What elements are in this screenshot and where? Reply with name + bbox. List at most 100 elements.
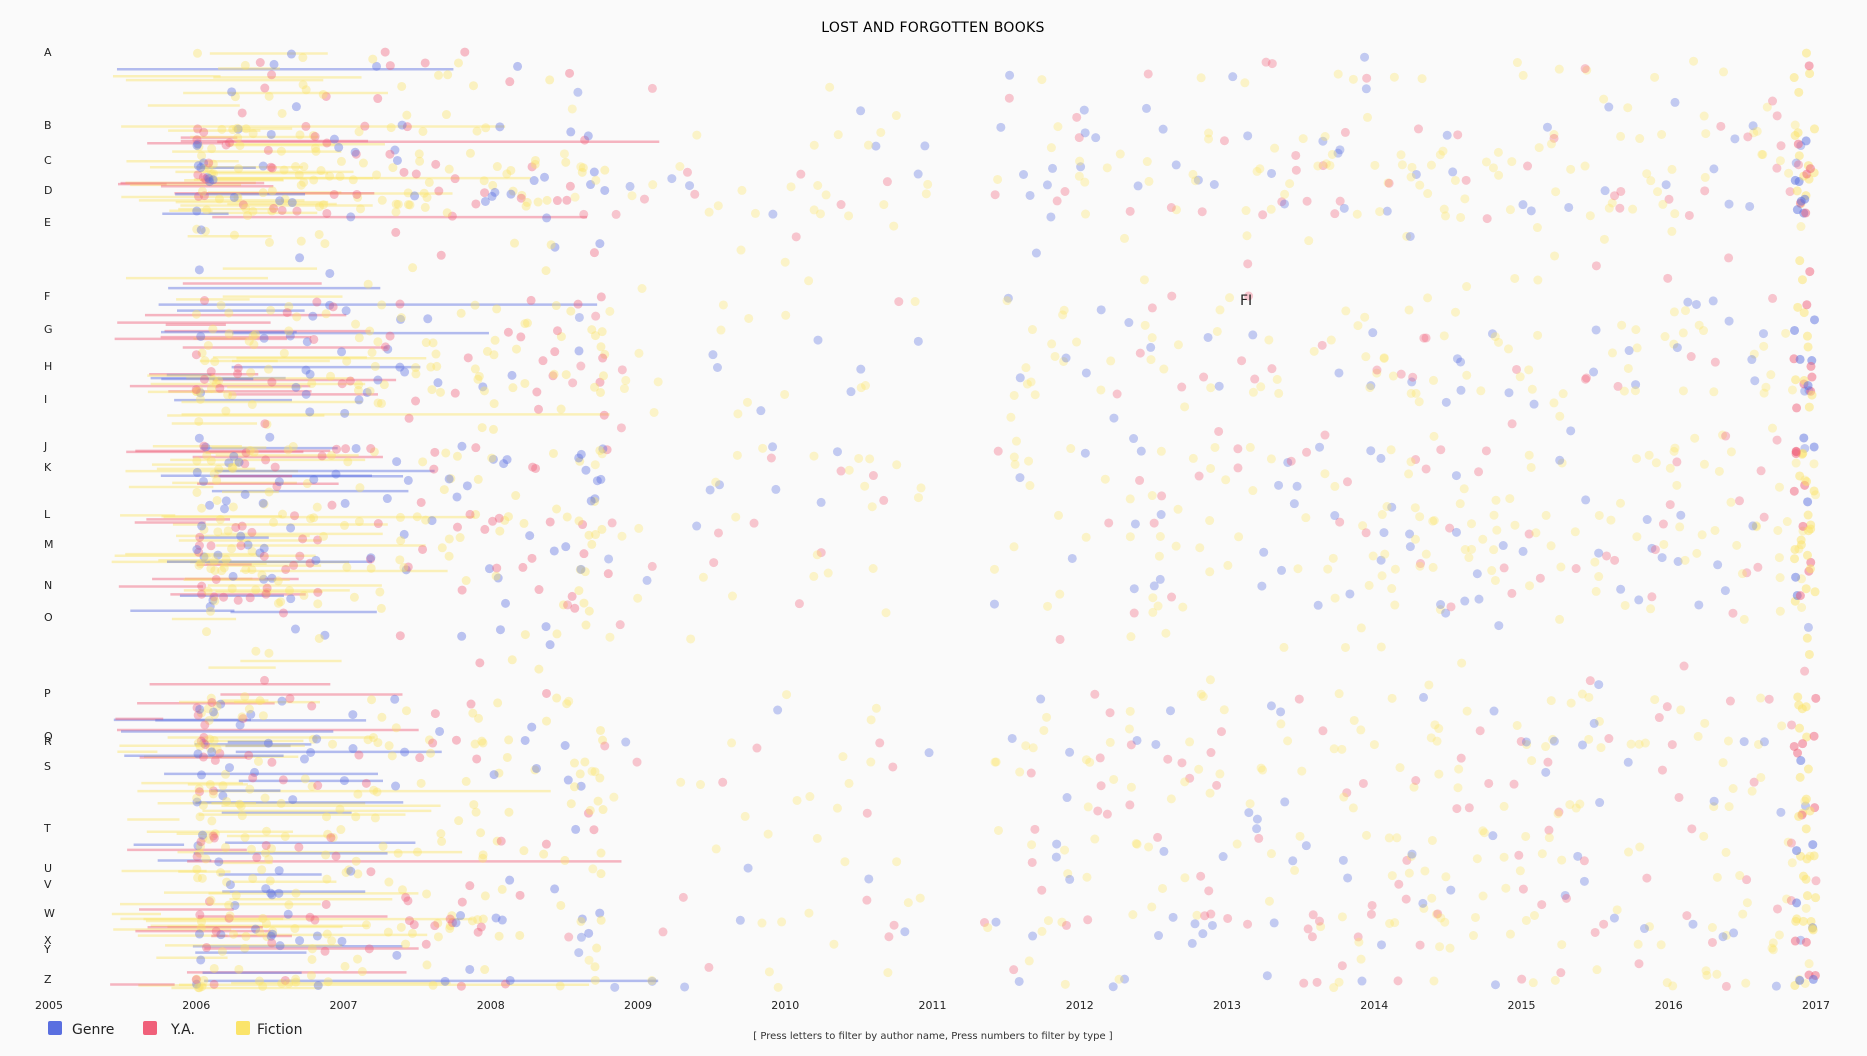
book-point[interactable]	[385, 61, 395, 71]
book-point[interactable]	[478, 382, 488, 392]
book-point[interactable]	[348, 710, 358, 720]
book-point[interactable]	[610, 982, 620, 992]
book-point[interactable]	[989, 564, 999, 574]
book-point[interactable]	[354, 750, 364, 760]
book-point[interactable]	[346, 212, 356, 222]
book-point[interactable]	[199, 476, 209, 486]
book-point[interactable]	[1775, 606, 1785, 616]
book-point[interactable]	[1791, 572, 1801, 582]
book-point[interactable]	[358, 158, 368, 168]
book-point[interactable]	[284, 978, 294, 988]
book-point[interactable]	[1364, 580, 1374, 590]
book-point[interactable]	[1619, 386, 1629, 396]
book-point[interactable]	[1669, 446, 1679, 456]
book-point[interactable]	[313, 781, 323, 791]
book-point[interactable]	[430, 447, 440, 457]
book-point[interactable]	[1009, 390, 1019, 400]
book-point[interactable]	[889, 920, 899, 930]
book-point[interactable]	[395, 299, 405, 309]
book-point[interactable]	[321, 92, 331, 102]
book-point[interactable]	[207, 144, 217, 154]
book-point[interactable]	[227, 462, 237, 472]
book-point[interactable]	[1799, 308, 1809, 318]
book-point[interactable]	[576, 361, 586, 371]
book-point[interactable]	[1279, 642, 1289, 652]
book-point[interactable]	[879, 200, 889, 210]
book-point[interactable]	[714, 480, 724, 490]
book-point[interactable]	[1732, 540, 1742, 550]
book-point[interactable]	[253, 756, 263, 766]
book-point[interactable]	[241, 124, 251, 134]
book-point[interactable]	[1686, 352, 1696, 362]
book-point[interactable]	[1299, 978, 1309, 988]
book-point[interactable]	[713, 201, 723, 211]
book-point[interactable]	[308, 130, 318, 140]
book-point[interactable]	[735, 915, 745, 925]
book-point[interactable]	[1027, 840, 1037, 850]
book-point[interactable]	[215, 748, 225, 758]
book-point[interactable]	[1158, 883, 1168, 893]
book-point[interactable]	[1413, 124, 1423, 134]
book-point[interactable]	[384, 741, 394, 751]
book-point[interactable]	[1010, 459, 1020, 469]
book-point[interactable]	[452, 451, 462, 461]
book-point[interactable]	[203, 341, 213, 351]
book-point[interactable]	[1801, 584, 1811, 594]
book-point[interactable]	[247, 527, 257, 537]
book-point[interactable]	[605, 632, 615, 642]
book-point[interactable]	[558, 600, 568, 610]
book-point[interactable]	[1417, 74, 1427, 84]
book-point[interactable]	[1639, 924, 1649, 934]
book-point[interactable]	[240, 459, 250, 469]
book-point[interactable]	[1747, 355, 1757, 365]
book-point[interactable]	[1516, 736, 1526, 746]
book-point[interactable]	[200, 226, 210, 236]
book-point[interactable]	[366, 867, 376, 877]
book-point[interactable]	[565, 68, 575, 78]
book-point[interactable]	[1455, 499, 1465, 509]
book-point[interactable]	[1777, 721, 1787, 731]
book-point[interactable]	[595, 377, 605, 387]
book-point[interactable]	[1594, 572, 1604, 582]
book-point[interactable]	[267, 186, 277, 196]
book-point[interactable]	[241, 448, 251, 458]
book-point[interactable]	[1404, 469, 1414, 479]
book-point[interactable]	[255, 696, 265, 706]
book-point[interactable]	[496, 836, 506, 846]
book-point[interactable]	[1329, 744, 1339, 754]
book-point[interactable]	[299, 590, 309, 600]
book-point[interactable]	[1387, 693, 1397, 703]
book-point[interactable]	[515, 890, 525, 900]
book-point[interactable]	[1667, 226, 1677, 236]
book-point[interactable]	[327, 500, 337, 510]
book-point[interactable]	[245, 593, 255, 603]
book-point[interactable]	[1512, 364, 1522, 374]
book-point[interactable]	[1362, 830, 1372, 840]
book-point[interactable]	[595, 773, 605, 783]
book-point[interactable]	[813, 335, 823, 345]
book-point[interactable]	[1080, 448, 1090, 458]
book-point[interactable]	[549, 546, 559, 556]
book-point[interactable]	[1320, 430, 1330, 440]
book-point[interactable]	[248, 129, 258, 139]
book-point[interactable]	[576, 564, 586, 574]
book-point[interactable]	[794, 599, 804, 609]
book-point[interactable]	[920, 141, 930, 151]
book-point[interactable]	[473, 915, 483, 925]
book-point[interactable]	[1689, 56, 1699, 66]
book-point[interactable]	[1419, 692, 1429, 702]
book-point[interactable]	[809, 205, 819, 215]
book-point[interactable]	[522, 197, 532, 207]
book-point[interactable]	[1709, 164, 1719, 174]
book-point[interactable]	[763, 829, 773, 839]
book-point[interactable]	[1140, 320, 1150, 330]
book-point[interactable]	[1524, 365, 1534, 375]
book-point[interactable]	[600, 349, 610, 359]
book-point[interactable]	[1043, 916, 1053, 926]
book-point[interactable]	[222, 877, 232, 887]
book-point[interactable]	[391, 199, 401, 209]
book-point[interactable]	[1341, 306, 1351, 316]
book-point[interactable]	[295, 253, 305, 263]
book-point[interactable]	[1046, 212, 1056, 222]
book-point[interactable]	[1487, 566, 1497, 576]
